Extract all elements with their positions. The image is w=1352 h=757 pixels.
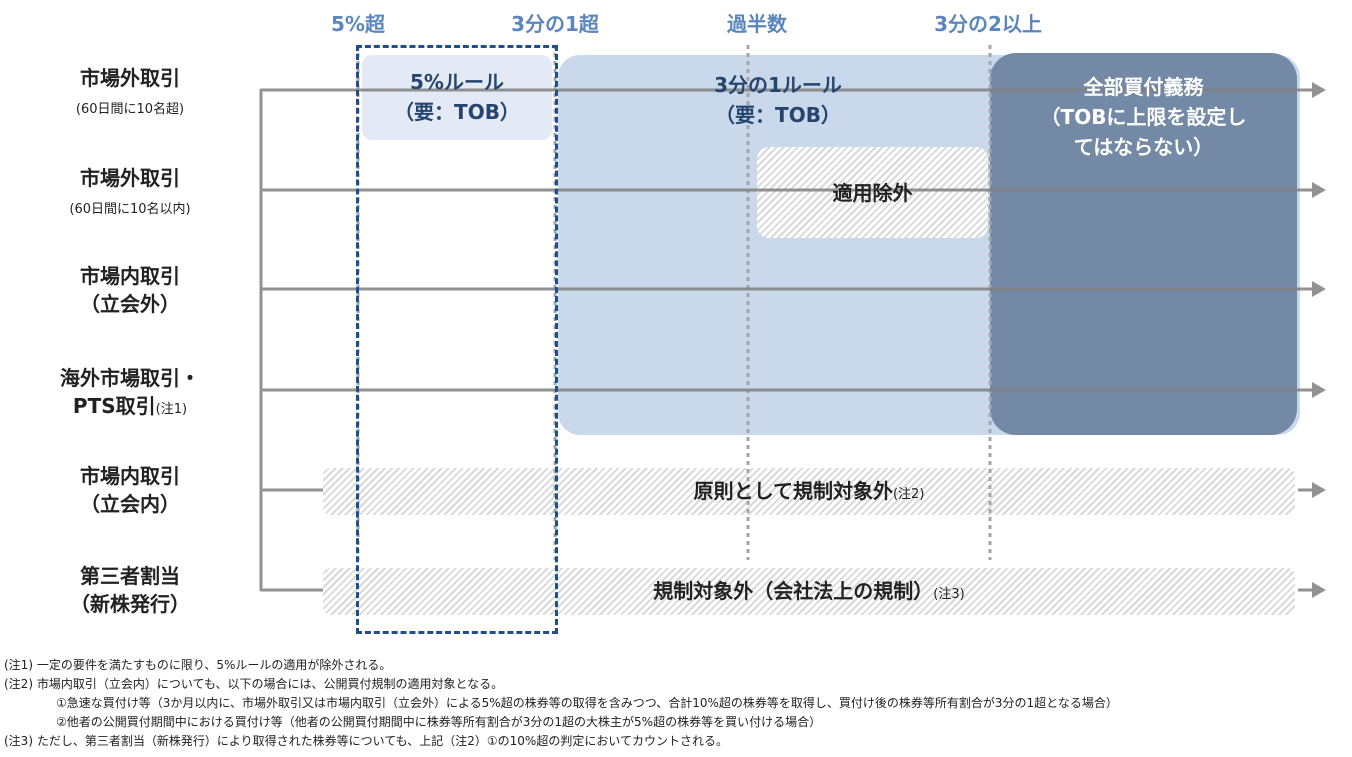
one-third-rule-title: 3分の1ルール xyxy=(714,73,842,97)
five-pct-rule-title: 5%ルール xyxy=(410,70,504,94)
row-title: 市場内取引 xyxy=(80,264,180,288)
arrow-icon xyxy=(1312,582,1326,598)
full-purchase-sub1: （TOBに上限を設定し xyxy=(1040,105,1247,129)
full-purchase-title: 全部買付義務 xyxy=(1083,75,1204,99)
threshold-majority: 過半数 xyxy=(727,12,787,36)
note-3: (注3) ただし、第三者割当（新株発行）により取得された株券等についても、上記（… xyxy=(4,734,728,748)
row5-hatched-box xyxy=(323,468,1295,515)
five-pct-rule-label: 5%ルール （要：TOB） xyxy=(362,67,552,127)
five-pct-rule-box xyxy=(362,55,552,140)
row-label-onmarket-offfloor: 市場内取引 （立会外） xyxy=(40,262,220,318)
note-1: (注1) 一定の要件を満たすものに限り、5%ルールの適用が除外される。 xyxy=(4,658,392,672)
threshold-one-third: 3分の1超 xyxy=(511,12,599,36)
threshold-5pct: 5%超 xyxy=(331,12,385,36)
row-sub: (60日間に10名超) xyxy=(75,102,185,117)
note-2-item-2: ②他者の公開買付期間中における買付け等（他者の公開買付期間中に株券等所有割合が3… xyxy=(56,715,822,729)
arrow-icon xyxy=(1312,82,1326,98)
exempt-box xyxy=(757,147,988,238)
row6-hatched-box xyxy=(323,568,1295,615)
exempt-label: 適用除外 xyxy=(832,181,913,205)
row-sub: （立会外） xyxy=(80,292,180,316)
row-label-overseas-pts: 海外市場取引・ PTS取引(注1) xyxy=(40,364,220,424)
full-purchase-sub2: てはならない） xyxy=(1073,135,1214,159)
row-title: 海外市場取引・ xyxy=(60,366,200,390)
arrow-icon xyxy=(1312,281,1326,297)
threshold-two-thirds: 3分の2以上 xyxy=(934,12,1042,36)
row-title: 市場内取引 xyxy=(80,464,180,488)
five-pct-rule-sub: （要：TOB） xyxy=(394,100,520,124)
row-title: 市場外取引 xyxy=(80,66,180,90)
row-label-offmarket-within10: 市場外取引 (60日間に10名以内) xyxy=(40,164,220,224)
row-sub: （新株発行） xyxy=(70,592,190,616)
row6-label: 規制対象外（会社法上の規制）(注3) xyxy=(323,576,1295,610)
row-label-offmarket-over10: 市場外取引 (60日間に10名超) xyxy=(40,64,220,124)
full-purchase-label: 全部買付義務 （TOBに上限を設定し てはならない） xyxy=(990,72,1297,162)
row-title: 第三者割当 xyxy=(80,564,180,588)
row-sub: （立会内） xyxy=(80,492,180,516)
row5-text: 原則として規制対象外 xyxy=(693,479,893,503)
full-purchase-obligation-box xyxy=(990,53,1297,435)
row6-note: (注3) xyxy=(933,587,965,602)
row6-text: 規制対象外（会社法上の規制） xyxy=(653,579,934,603)
row-title: 市場外取引 xyxy=(80,166,180,190)
row5-note: (注2) xyxy=(892,487,925,502)
row-label-onmarket-floor: 市場内取引 （立会内） xyxy=(40,462,220,518)
five-pct-dashed-frame xyxy=(356,45,558,634)
note-2: (注2) 市場内取引（立会内）についても、以下の場合には、公開買付規制の適用対象… xyxy=(4,677,504,691)
row-note: (注1) xyxy=(155,402,188,417)
row-label-third-party-allotment: 第三者割当 （新株発行） xyxy=(40,562,220,618)
one-third-rule-sub: （要：TOB） xyxy=(715,103,841,127)
arrow-icon xyxy=(1312,182,1326,198)
note-2-item-1: ①急速な買付け等（3か月以内に、市場外取引又は市場内取引（立会外）による5%超の… xyxy=(56,696,1118,710)
one-third-rule-label: 3分の1ルール （要：TOB） xyxy=(558,70,998,130)
row-sub: PTS取引 xyxy=(72,394,156,418)
row5-label: 原則として規制対象外(注2) xyxy=(323,476,1295,510)
row-sub: (60日間に10名以内) xyxy=(69,202,191,217)
footnotes: (注1) 一定の要件を満たすものに限り、5%ルールの適用が除外される。 (注2)… xyxy=(4,656,1118,751)
arrow-icon xyxy=(1312,382,1326,398)
arrow-icon xyxy=(1312,482,1326,498)
